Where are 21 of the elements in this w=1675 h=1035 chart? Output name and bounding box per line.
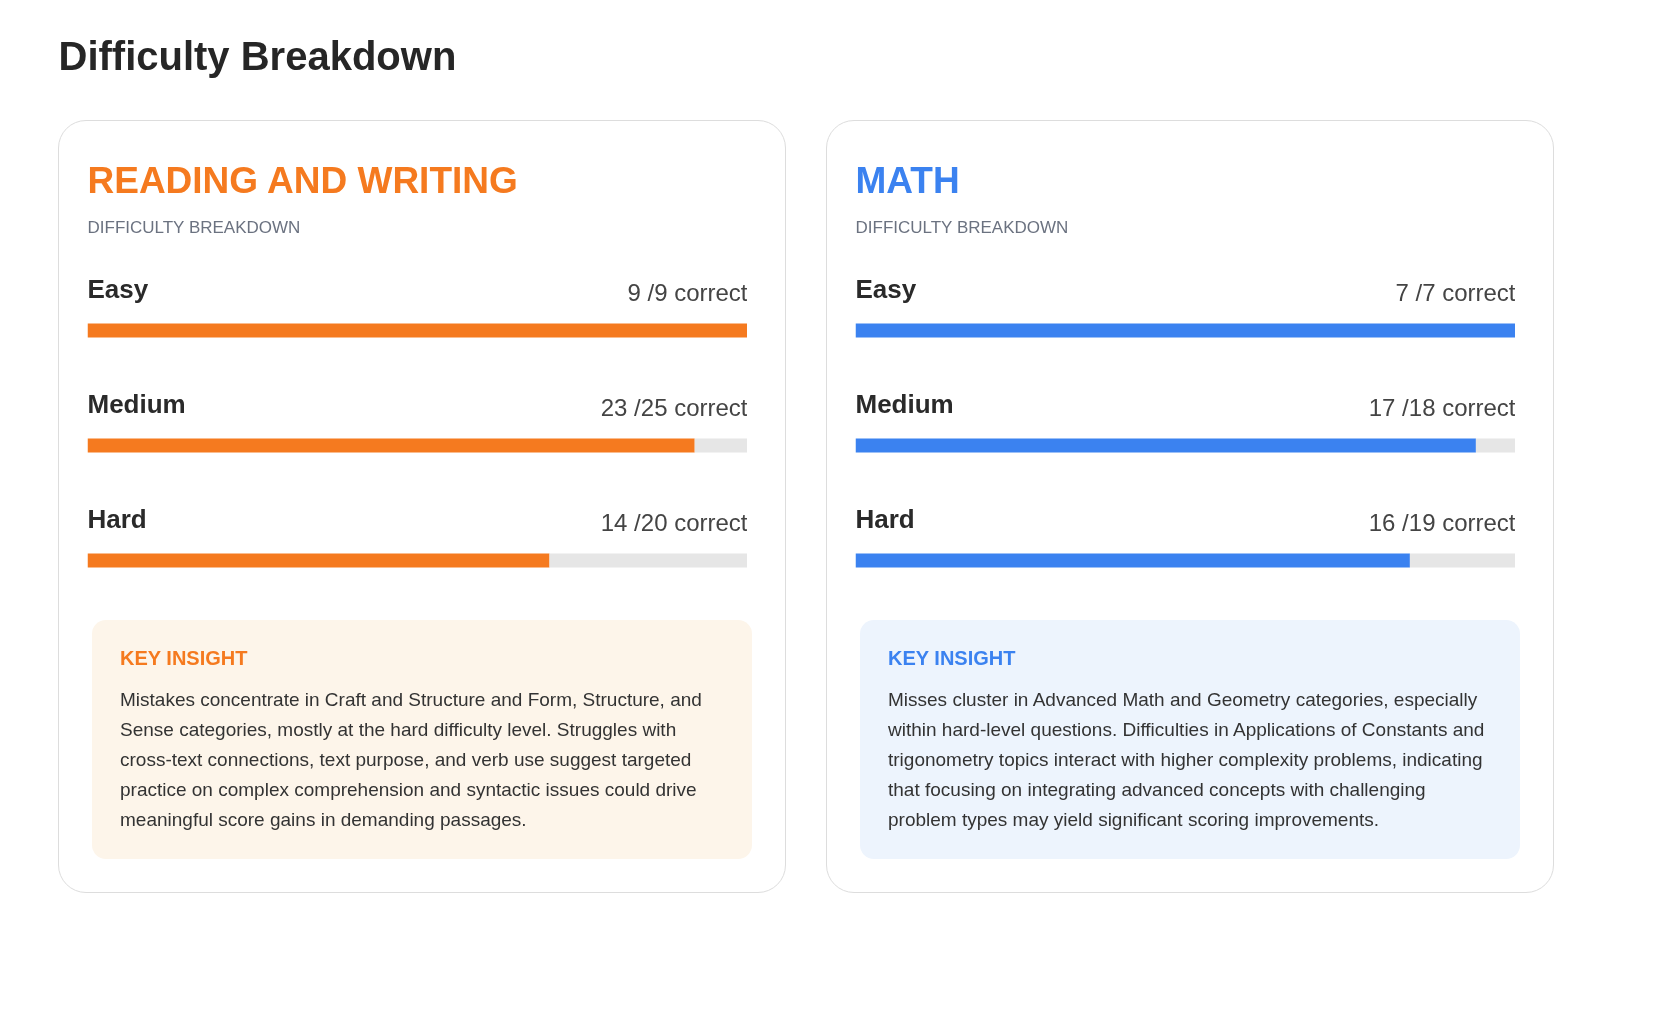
annotation: 14 /20 correct (600, 509, 748, 536)
text: Difficulty Breakdown (58, 33, 457, 78)
y-tick-label: Medium (855, 388, 954, 419)
text: KEY INSIGHT (120, 646, 249, 671)
annotation: 9 /9 correct (627, 279, 748, 306)
annotation: 23 /25 correct (600, 394, 748, 421)
annotation: 16 /19 correct (1368, 509, 1516, 536)
y-tick-label: Hard (87, 503, 147, 534)
text: Misses cluster in Advanced Math and Geometry categories, especially within hard-level questions. Difficulties in Applications of Constants and trigonometry topics interact with higher complexity problems, indicating that focusing on integrating advanced concepts with challenging problem types may yield significant scoring improvements. (888, 687, 1486, 832)
text: DIFFICULTY BREAKDOWN (87, 218, 301, 237)
text: KEY INSIGHT (888, 646, 1017, 671)
annotation: 17 /18 correct (1368, 394, 1516, 421)
y-tick-label: Easy (87, 273, 149, 304)
text: DIFFICULTY BREAKDOWN (855, 218, 1069, 237)
y-tick-label: Hard (855, 503, 915, 534)
y-tick-label: Easy (855, 273, 917, 304)
text: Mistakes concentrate in Craft and Structure and Form, Structure, and Sense categories, mostly at the hard difficulty level. Struggles with cross-text connections, text purpose, and verb use suggest targeted practice on complex comprehension and syntactic issues could drive meaningful score gains in demanding passages. (120, 687, 703, 832)
chart-title: MATH (855, 160, 960, 201)
y-tick-label: Medium (87, 388, 186, 419)
annotation: 7 /7 correct (1395, 279, 1516, 306)
chart-title: READING AND WRITING (87, 160, 518, 201)
